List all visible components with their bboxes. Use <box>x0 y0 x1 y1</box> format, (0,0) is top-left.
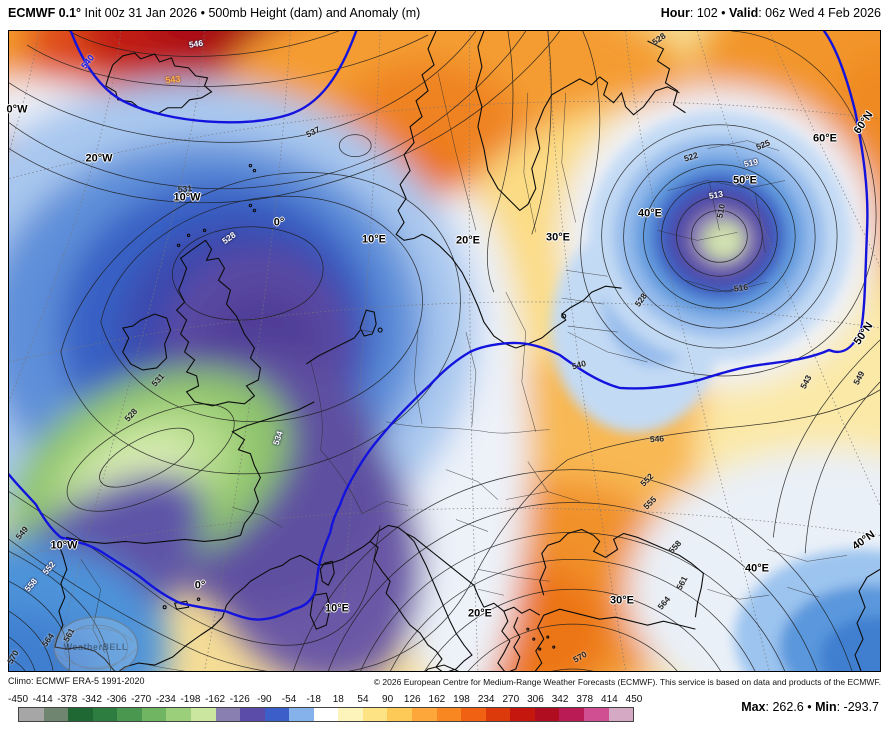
colorbar-cell <box>387 708 412 721</box>
colorbar-tick: 54 <box>357 694 369 705</box>
min-label: Min <box>815 700 837 714</box>
colorbar-tick: -378 <box>57 694 78 705</box>
chart-validity: Hour: 102 • Valid: 06z Wed 4 Feb 2026 <box>661 6 881 20</box>
colorbar-tick: 450 <box>625 694 643 705</box>
colorbar-cell <box>215 708 241 721</box>
colorbar-tick: -414 <box>32 694 53 705</box>
colorbar-cell <box>264 708 290 721</box>
colorbar-cell <box>68 708 93 721</box>
min-value: : -293.7 <box>836 700 879 714</box>
colorbar-tick: 90 <box>382 694 394 705</box>
colorbar-cell <box>436 708 462 721</box>
colorbar-tick-row: -450 -414 -378 -342 -306 -270 -234 -198 -162 -126… <box>8 694 642 706</box>
colorbar-cell <box>117 708 142 721</box>
colorbar-tick: -90 <box>257 694 272 705</box>
colorbar-tick: -162 <box>205 694 226 705</box>
colorbar-cell <box>166 708 191 721</box>
colorbar-tick: 414 <box>601 694 618 705</box>
chart-title: ECMWF 0.1° Init 00z 31 Jan 2026 • 500mb … <box>8 6 420 20</box>
colorbar-tick: 378 <box>576 694 594 705</box>
colorbar: -450 -414 -378 -342 -306 -270 -234 -198 -162 -126… <box>8 694 642 724</box>
colorbar-tick: -270 <box>131 694 152 705</box>
colorbar-tick: -342 <box>81 694 102 705</box>
copyright-note: © 2026 European Centre for Medium-Range … <box>373 677 881 687</box>
colorbar-cell <box>461 708 486 721</box>
colorbar-cell <box>240 708 265 721</box>
hour-value: : 102 • <box>689 6 730 20</box>
colorbar-cell <box>485 708 511 721</box>
colorbar-tick: -126 <box>229 694 250 705</box>
valid-value: : 06z Wed 4 Feb 2026 <box>758 6 881 20</box>
colorbar-cell <box>608 708 634 721</box>
colorbar-cell <box>289 708 314 721</box>
colorbar-tick: 126 <box>403 694 421 705</box>
anomaly-low-cores <box>550 110 880 671</box>
colorbar-tick: -450 <box>7 694 29 705</box>
colorbar-scale <box>18 707 634 722</box>
weather-map-figure: WeatherBELL <box>9 31 880 671</box>
colorbar-tick: 18 <box>332 694 344 705</box>
colorbar-cell <box>19 708 44 721</box>
hour-label: Hour <box>660 6 690 20</box>
chart-subtitle: Init 00z 31 Jan 2026 • 500mb Height (dam… <box>81 6 421 20</box>
colorbar-cell <box>583 708 609 721</box>
colorbar-tick: 234 <box>477 694 495 705</box>
colorbar-tick: -198 <box>180 694 201 705</box>
colorbar-cell <box>510 708 535 721</box>
colorbar-tick: 342 <box>551 694 569 705</box>
colorbar-tick: -234 <box>155 694 176 705</box>
colorbar-tick: 198 <box>453 694 470 705</box>
colorbar-cell <box>559 708 584 721</box>
colorbar-tick: -306 <box>106 694 127 705</box>
graticule <box>9 31 880 671</box>
colorbar-cell <box>190 708 216 721</box>
colorbar-cell <box>313 708 339 721</box>
country-borders <box>80 72 848 671</box>
colorbar-cell <box>362 708 388 721</box>
watermark-text: WeatherBELL <box>64 642 128 652</box>
colorbar-tick: -18 <box>306 694 321 705</box>
colorbar-cell <box>534 708 560 721</box>
max-label: Max <box>741 700 766 714</box>
colorbar-tick: -54 <box>281 694 297 705</box>
max-min-readout: Max: 262.6 • Min: -293.7 <box>741 700 879 714</box>
colorbar-tick: 162 <box>428 694 446 705</box>
coastlines <box>54 31 880 671</box>
model-name: ECMWF 0.1° <box>8 6 82 20</box>
colorbar-cell <box>92 708 118 721</box>
valid-label: Valid <box>729 6 759 20</box>
colorbar-tick: 270 <box>502 694 520 705</box>
colorbar-tick: 306 <box>527 694 544 705</box>
colorbar-cell <box>141 708 167 721</box>
max-value: : 262.6 • <box>765 700 816 714</box>
blue-540-contour <box>9 31 869 621</box>
map-canvas: WeatherBELL 546 543 540 537 531 528 531 528 534 5… <box>5 30 881 672</box>
colorbar-cell <box>338 708 363 721</box>
colorbar-cell <box>43 708 69 721</box>
climatology-note: Climo: ECMWF ERA-5 1991-2020 <box>8 676 145 686</box>
colorbar-cell <box>412 708 437 721</box>
watermark-logo: WeatherBELL <box>53 616 139 671</box>
